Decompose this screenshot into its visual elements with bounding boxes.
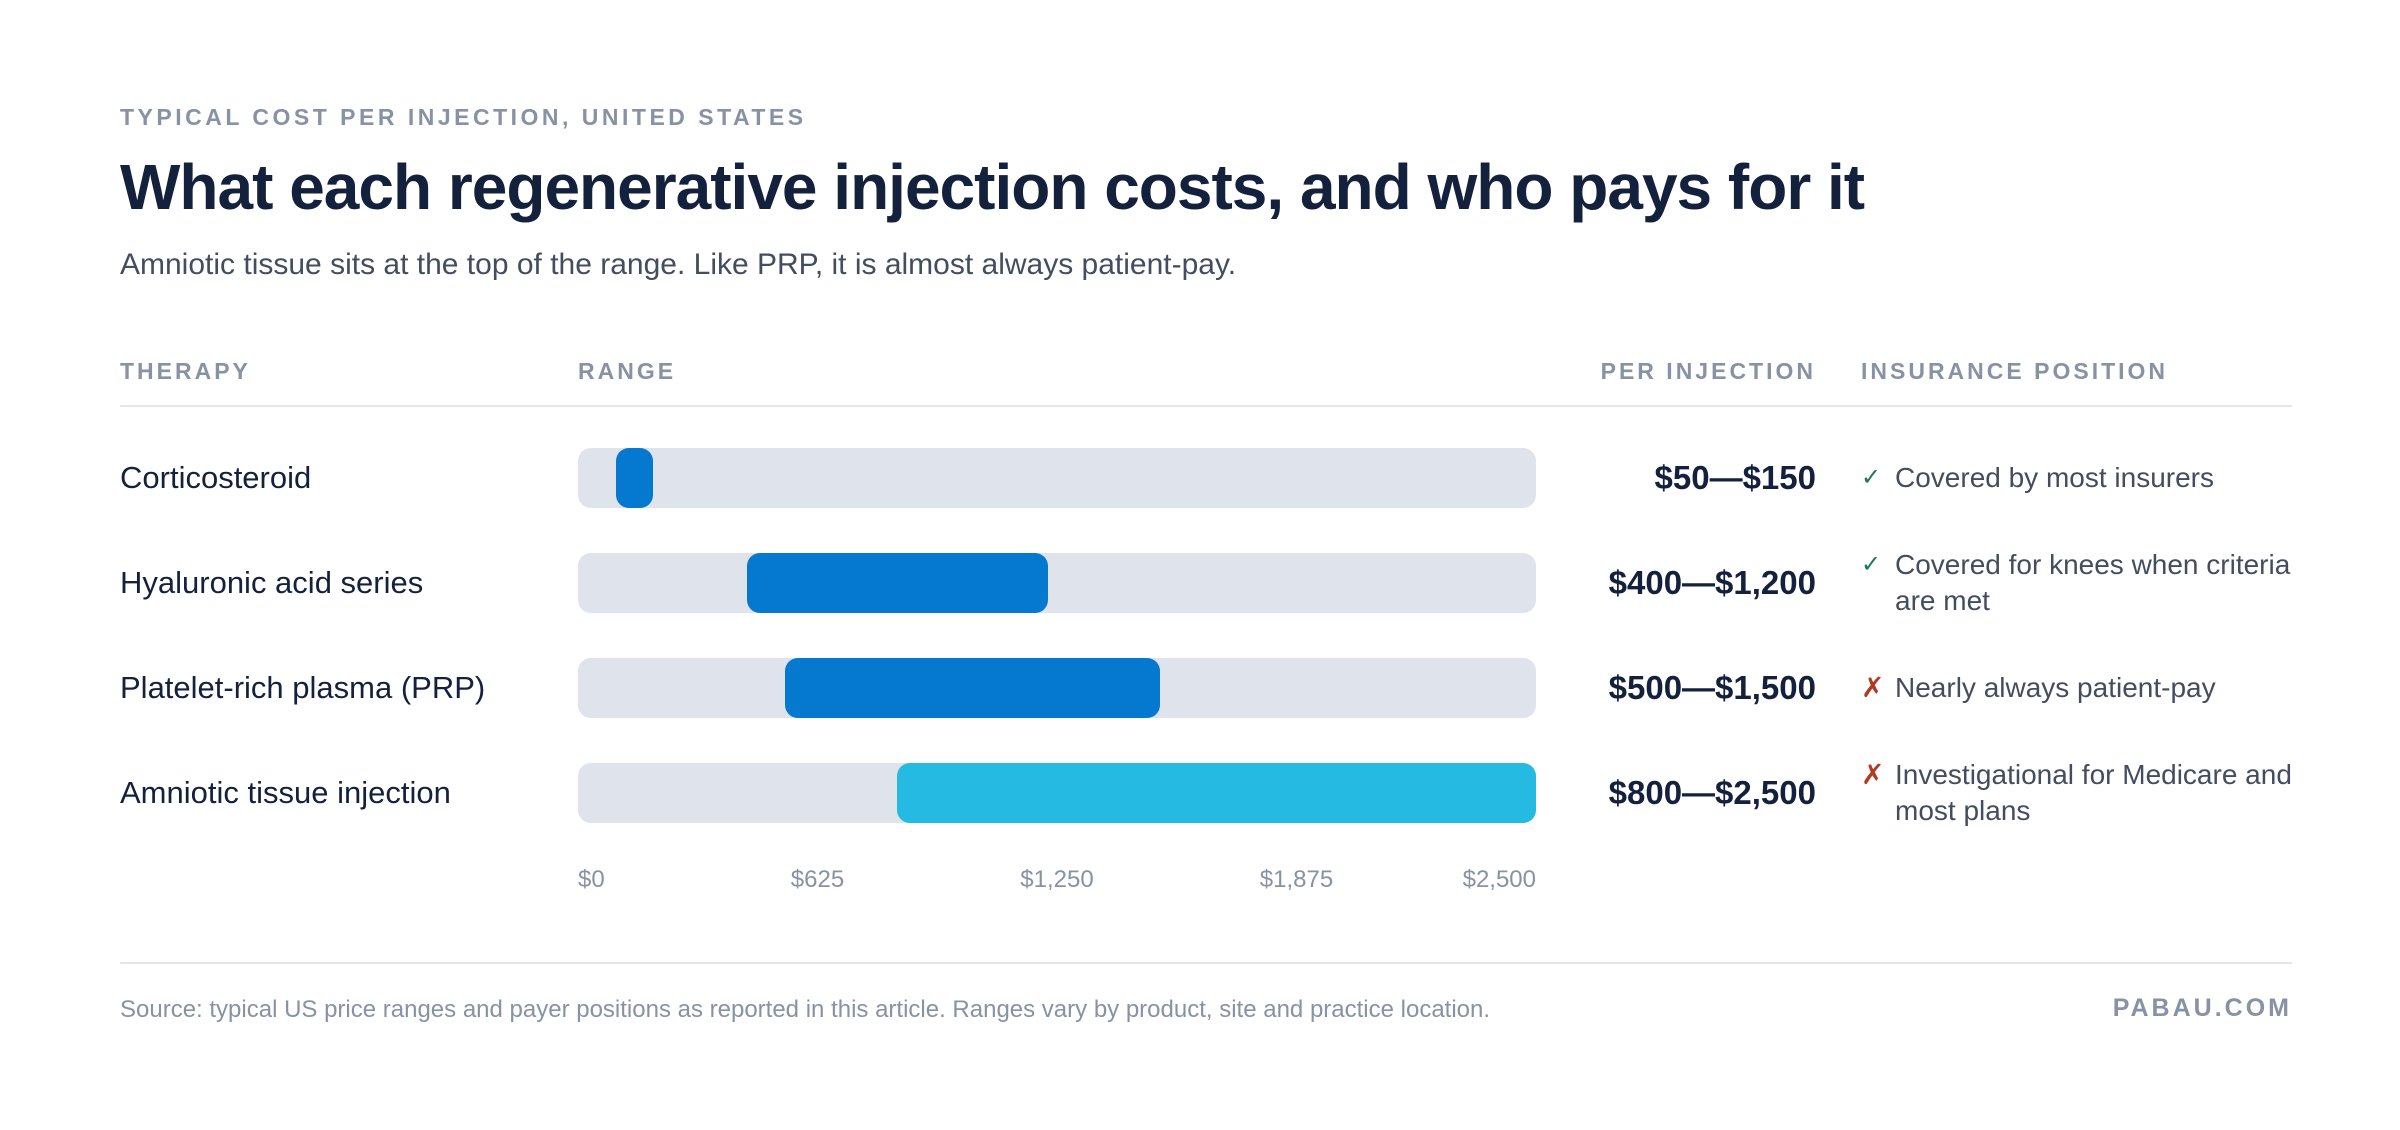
footer-divider <box>120 962 2292 964</box>
range-bar <box>784 658 1161 718</box>
insurance-text: Investigational for Medicare and most pl… <box>1895 759 2292 826</box>
check-icon: ✓ <box>1861 551 1882 578</box>
therapy-label: Platelet-rich plasma (PRP) <box>120 670 486 705</box>
x-tick-label: $625 <box>790 866 845 893</box>
insurance-position: ✗ Nearly always patient-pay <box>1861 670 2301 706</box>
insurance-position: ✗ Investigational for Medicare and most p… <box>1861 757 2301 829</box>
chart-title: What each regenerative injection costs, … <box>120 151 1865 223</box>
insurance-text: Covered for knees when criteria are met <box>1895 549 2291 616</box>
price-range-label: $500—$1,500 <box>1608 669 1816 706</box>
range-track <box>578 553 1536 613</box>
check-icon: ✓ <box>1861 464 1882 491</box>
chart-row: Hyaluronic acid series $400—$1,200 ✓ Covere… <box>0 549 2400 616</box>
cross-icon: ✗ <box>1861 759 1885 790</box>
x-tick-label: $0 <box>578 866 605 893</box>
chart-row: Platelet-rich plasma (PRP) $500—$1,500 ✗ Ne… <box>0 658 2400 718</box>
price-range-label: $800—$2,500 <box>1608 774 1816 811</box>
brand-label: PABAU.COM <box>2112 994 2292 1022</box>
therapy-label: Amniotic tissue injection <box>120 775 451 810</box>
header-divider <box>120 405 2292 407</box>
insurance-text: Nearly always patient-pay <box>1895 672 2216 703</box>
therapy-label: Corticosteroid <box>120 460 312 495</box>
chart-eyebrow: TYPICAL COST PER INJECTION, UNITED STATE… <box>120 104 807 130</box>
chart-row: Amniotic tissue injection $800—$2,500 ✗ Inv… <box>0 759 2400 826</box>
insurance-position: ✓ Covered for knees when criteria are met <box>1861 547 2301 619</box>
column-header-range: RANGE <box>578 358 677 384</box>
range-bar <box>615 448 654 508</box>
column-header-insurance: INSURANCE POSITION <box>1861 358 2169 384</box>
range-track <box>578 658 1536 718</box>
column-header-per-injection: PER INJECTION <box>1600 358 1816 384</box>
insurance-text: Covered by most insurers <box>1895 462 2215 493</box>
column-header-therapy: THERAPY <box>120 358 251 384</box>
chart-row: Corticosteroid $50—$150 ✓ Covered by most i… <box>0 448 2400 508</box>
range-bar <box>897 763 1536 823</box>
x-tick-label: $2,500 <box>1462 866 1536 893</box>
cross-icon: ✗ <box>1861 672 1885 703</box>
range-bar <box>747 553 1048 613</box>
range-track <box>578 763 1536 823</box>
range-track <box>578 448 1536 508</box>
therapy-label: Hyaluronic acid series <box>120 565 424 600</box>
x-tick-label: $1,875 <box>1259 866 1334 893</box>
source-note: Source: typical US price ranges and paye… <box>120 996 1491 1023</box>
price-range-label: $50—$150 <box>1654 459 1816 496</box>
chart-subtitle: Amniotic tissue sits at the top of the r… <box>120 248 1237 281</box>
x-tick-label: $1,250 <box>1020 866 1094 893</box>
price-range-label: $400—$1,200 <box>1608 564 1816 601</box>
insurance-position: ✓ Covered by most insurers <box>1861 460 2301 496</box>
